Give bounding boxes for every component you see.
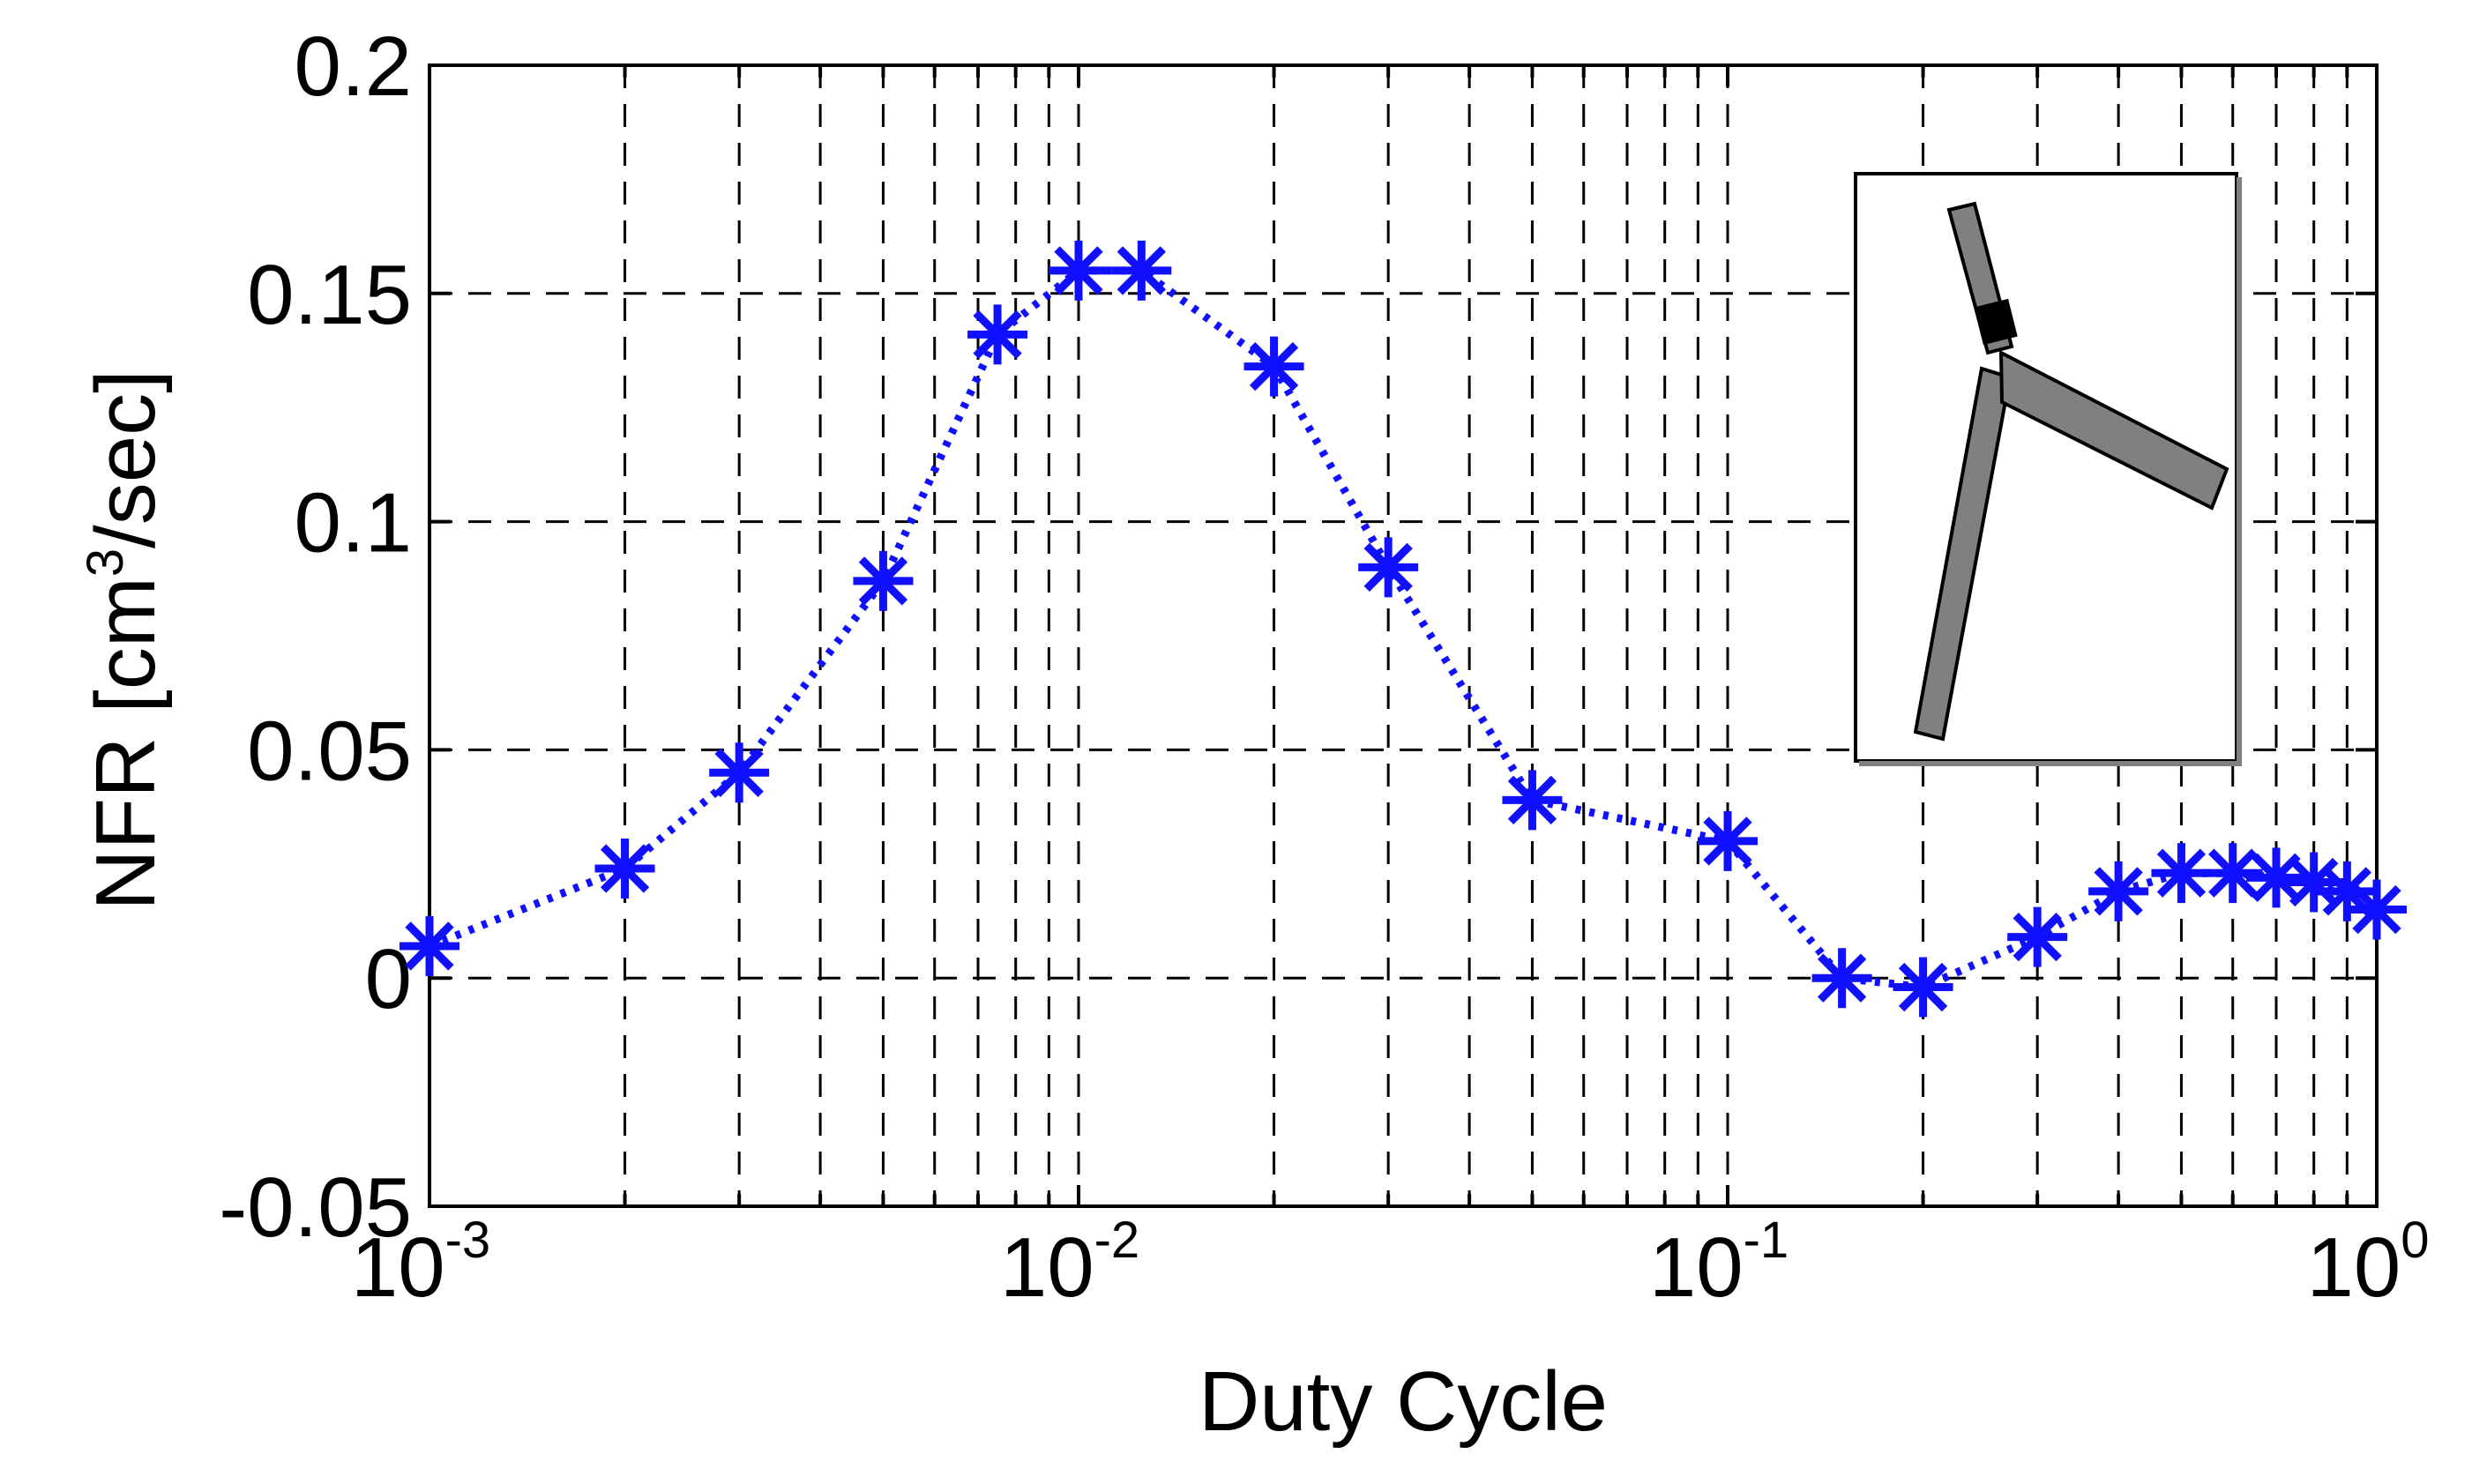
marker-stroke xyxy=(2156,848,2207,898)
data-point-marker xyxy=(1358,537,1419,598)
marker-stroke xyxy=(1054,246,1103,295)
x-tick-label: 10-1 xyxy=(1649,1212,1789,1315)
data-point-marker xyxy=(1243,336,1304,397)
series-markers xyxy=(400,240,2407,1018)
data-point-marker xyxy=(1811,948,1872,1009)
data-point-marker xyxy=(2007,906,2068,967)
data-point-marker xyxy=(1893,957,1953,1018)
y-tick-label: 0.2 xyxy=(295,19,412,114)
data-point-marker xyxy=(400,915,459,976)
channel-junction-valve xyxy=(1974,298,2018,346)
x-tick-label-base: 10 xyxy=(1649,1220,1744,1315)
data-point-marker xyxy=(2202,843,2263,904)
x-tick-label-base: 10 xyxy=(2306,1220,2401,1315)
y-axis-label: NFR [cm3/sec] xyxy=(77,369,173,911)
data-point-marker xyxy=(967,304,1028,365)
x-tick-label-exponent: -2 xyxy=(1094,1212,1140,1269)
y-channel-icon xyxy=(1913,201,2229,742)
marker-stroke xyxy=(858,556,908,606)
x-tick-label-exponent: -3 xyxy=(445,1212,491,1269)
x-tick-label-base: 10 xyxy=(1000,1220,1094,1315)
data-point-marker xyxy=(709,742,770,803)
y-axis-label-main: NFR [cm xyxy=(78,577,173,911)
axis-ticks xyxy=(429,63,2377,1208)
x-tick-label: 10-3 xyxy=(351,1212,490,1315)
y-tick-label: -0.05 xyxy=(219,1160,412,1255)
marker-stroke xyxy=(2322,867,2371,916)
x-tick-label-exponent: 0 xyxy=(2401,1212,2429,1269)
marker-stroke xyxy=(1817,953,1867,1003)
plot-frame xyxy=(428,63,2379,1208)
y-axis-label-superscript: 3 xyxy=(77,548,134,577)
data-point-marker xyxy=(1111,240,1172,301)
x-tick-label: 10-2 xyxy=(1000,1212,1139,1315)
inset-diagram xyxy=(1854,172,2242,766)
x-axis-label: Duty Cycle xyxy=(1199,1354,1608,1449)
marker-stroke xyxy=(1507,775,1557,824)
data-point-marker xyxy=(2151,843,2212,904)
marker-stroke xyxy=(2208,848,2258,898)
marker-stroke xyxy=(2013,912,2062,962)
x-tick-labels: 10-3 10-2 10-1 100 xyxy=(351,1212,2430,1315)
marker-stroke xyxy=(600,844,650,893)
marker-stroke xyxy=(2352,884,2401,935)
data-point-marker xyxy=(1502,770,1563,831)
marker-stroke xyxy=(405,921,454,971)
x-tick-label-base: 10 xyxy=(351,1220,445,1315)
y-tick-label: 0.05 xyxy=(247,704,412,798)
marker-stroke xyxy=(1898,962,1948,1012)
inset-frame-shadow-bottom xyxy=(1859,761,2242,766)
marker-stroke xyxy=(1117,246,1166,295)
data-point-marker xyxy=(2088,861,2149,921)
data-point-marker xyxy=(1698,810,1758,871)
data-point-marker xyxy=(594,838,655,899)
marker-stroke xyxy=(1249,341,1299,392)
data-point-marker xyxy=(1049,240,1109,301)
marker-stroke xyxy=(2094,867,2143,916)
data-point-marker xyxy=(853,550,914,611)
channel-right-arm xyxy=(1998,349,2229,511)
marker-stroke xyxy=(973,309,1022,360)
inset-frame-shadow-right xyxy=(2237,177,2242,764)
y-tick-label: 0.15 xyxy=(247,248,412,342)
marker-stroke xyxy=(1703,817,1752,866)
x-tick-label: 100 xyxy=(2306,1212,2429,1315)
data-point-marker xyxy=(2245,847,2306,908)
y-axis-label-tail: /sec] xyxy=(78,369,173,548)
data-point-marker xyxy=(2347,879,2407,940)
y-tick-label: 0.1 xyxy=(295,476,412,570)
marker-stroke xyxy=(1363,542,1413,593)
marker-stroke xyxy=(714,748,764,797)
x-tick-label-exponent: -1 xyxy=(1744,1212,1789,1269)
grid-lines xyxy=(429,65,2377,1206)
